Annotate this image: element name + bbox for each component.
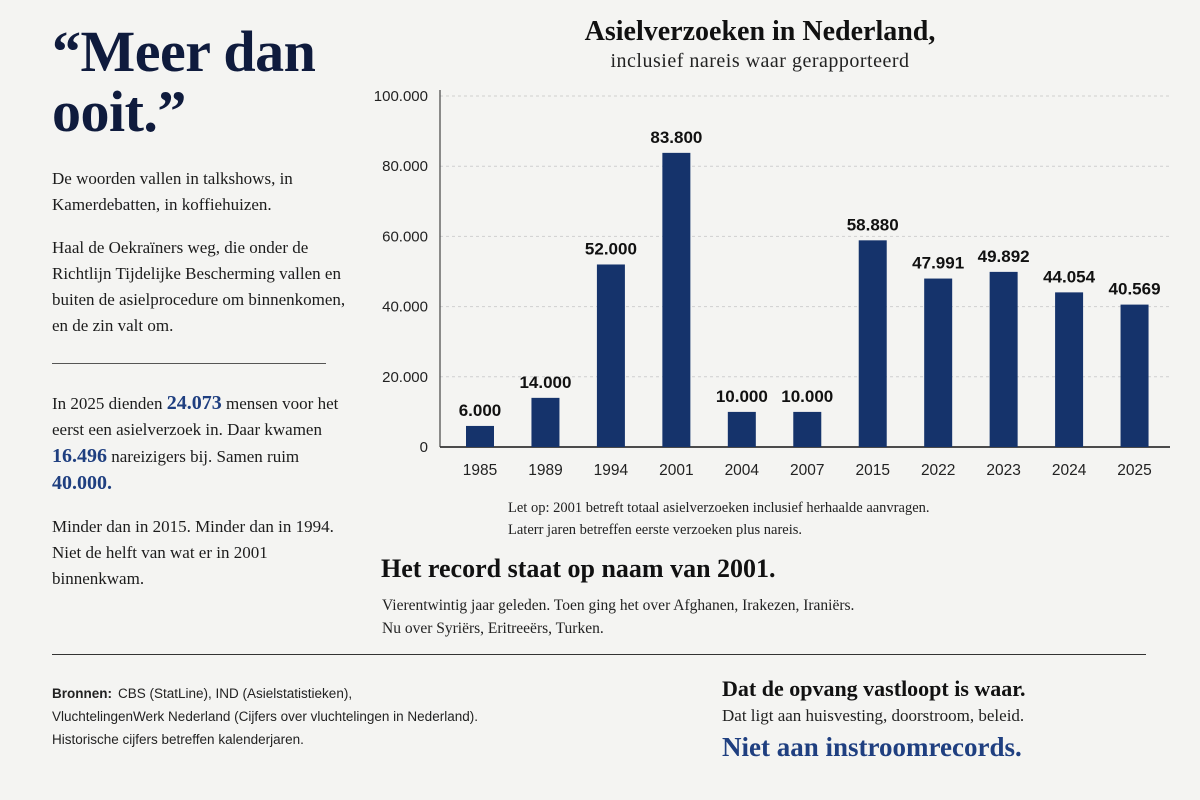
y-tick-label: 20.000 — [382, 369, 428, 386]
sources-block: Bronnen: CBS (StatLine), IND (Asielstatis… — [52, 682, 572, 751]
intro-paragraph: De woorden vallen in talkshows, in Kamer… — [52, 169, 293, 214]
data-label: 40.569 — [1109, 280, 1161, 299]
x-tick-label: 2025 — [1117, 462, 1151, 479]
bar-1989 — [531, 397, 560, 447]
bar-2022 — [924, 278, 953, 447]
bar-2015 — [858, 240, 887, 447]
data-label: 52.000 — [585, 239, 637, 258]
y-tick-label: 60.000 — [382, 228, 428, 245]
figures-text-3: nareizigers bij. Samen ruim — [107, 447, 300, 466]
x-tick-label: 1989 — [528, 462, 562, 479]
data-label: 10.000 — [781, 387, 833, 406]
section-divider — [52, 363, 326, 364]
bar-chart: 0 20.000 40.000 60.000 80.000 100.000 6.000 198… — [374, 88, 1170, 479]
pull-quote: “Meer dan ooit.” — [52, 19, 316, 144]
x-tick-label: 2024 — [1052, 462, 1087, 479]
x-tick-label: 2007 — [790, 462, 824, 479]
data-label: 44.054 — [1043, 267, 1096, 286]
sources-line-2: VluchtelingenWerk Nederland (Cijfers ove… — [52, 709, 478, 724]
comparison-paragraph: Minder dan in 2015. Minder dan in 1994. … — [52, 517, 334, 588]
bar-1985 — [466, 425, 494, 447]
figures-text-2: mensen voor het eerst een asielverzoek i… — [52, 394, 339, 439]
data-label: 10.000 — [716, 387, 768, 406]
y-tick-label: 40.000 — [382, 299, 428, 316]
data-label: 58.880 — [847, 215, 899, 234]
chart-subtitle: inclusief nareis waar gerapporteerd — [610, 50, 910, 72]
x-tick-label: 2023 — [986, 462, 1020, 479]
first-requests-number: 24.073 — [166, 392, 222, 414]
record-line-1: Vierentwintig jaar geleden. Toen ging he… — [382, 597, 855, 614]
x-tick-label: 1985 — [463, 462, 497, 479]
footnote-line-1: Let op: 2001 betreft totaal asielverzoek… — [508, 500, 930, 516]
bar-2025 — [1120, 304, 1149, 447]
y-tick-label: 100.000 — [374, 88, 428, 105]
chart-title: Asielverzoeken in Nederland, — [584, 16, 936, 47]
record-text: Vierentwintig jaar geleden. Toen ging he… — [382, 594, 854, 640]
conclusion-text: Dat ligt aan huisvesting, doorstroom, be… — [722, 706, 1025, 725]
record-line-2: Nu over Syriërs, Eritreeërs, Turken. — [382, 620, 604, 637]
bar-2023 — [989, 271, 1018, 447]
figures-text-1: In 2025 dienden — [52, 394, 167, 413]
sources-line-1: CBS (StatLine), IND (Asielstatistieken), — [118, 686, 353, 701]
chart-footnote: Let op: 2001 betreft totaal asielverzoek… — [508, 497, 930, 541]
left-column: “Meer dan ooit.” De woorden vallen in ta… — [52, 22, 352, 609]
bar-2007 — [793, 411, 822, 447]
x-tick-label: 1994 — [594, 462, 629, 479]
data-label: 6.000 — [459, 401, 502, 420]
record-heading: Het record staat op naam van 2001. — [381, 554, 776, 583]
total-number: 40.000. — [52, 472, 112, 494]
y-tick-label: 0 — [420, 439, 428, 456]
data-label: 83.800 — [650, 128, 702, 147]
footnote-line-2: Laterr jaren betreffen eerste verzoeken … — [508, 522, 803, 538]
data-label: 49.892 — [978, 247, 1030, 266]
family-reunification-number: 16.496 — [52, 445, 107, 467]
figures-paragraph: In 2025 dienden 24.073 mensen voor het e… — [52, 390, 352, 497]
x-tick-label: 2022 — [921, 462, 955, 479]
ukraine-paragraph: Haal de Oekraïners weg, die onder de Ric… — [52, 238, 346, 335]
bar-2024 — [1055, 292, 1084, 447]
data-label: 47.991 — [912, 254, 964, 273]
bar-2004 — [727, 411, 756, 447]
footer-divider — [52, 654, 1146, 655]
bar-2001 — [662, 152, 691, 447]
conclusion-accent: Niet aan instroomrecords. — [722, 732, 1022, 762]
sources-label: Bronnen: — [52, 686, 112, 701]
y-tick-label: 80.000 — [382, 158, 428, 175]
x-tick-label: 2004 — [725, 462, 760, 479]
x-tick-label: 2001 — [659, 462, 693, 479]
conclusion-heading: Dat de opvang vastloopt is waar. — [722, 676, 1026, 701]
data-label: 14.000 — [519, 373, 571, 392]
x-tick-label: 2015 — [855, 462, 889, 479]
sources-line-3: Historische cijfers betreffen kalenderja… — [52, 732, 304, 747]
bar-1994 — [596, 264, 625, 447]
